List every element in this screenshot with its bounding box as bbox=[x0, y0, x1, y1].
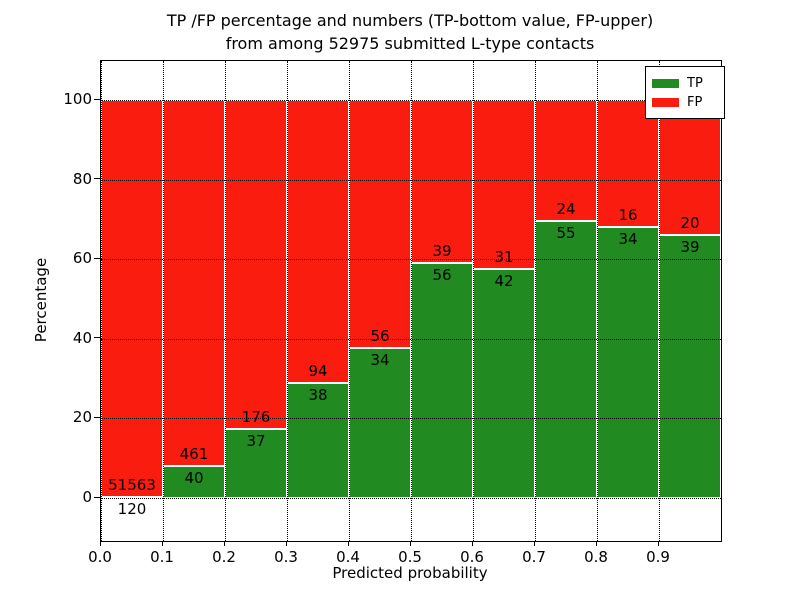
plot-area: 51563 120 461 40 176 37 94 38 56 34 39 56 31 42 24 55 16… bbox=[100, 60, 725, 542]
bar-fp-segment bbox=[659, 100, 721, 235]
bar-tp-segment bbox=[225, 428, 287, 498]
chart-title-line1: TP /FP percentage and numbers (TP-bottom… bbox=[166, 11, 654, 30]
bar-tp-segment bbox=[411, 263, 473, 498]
y-axis-label: Percentage bbox=[32, 257, 50, 343]
bar-fp-segment bbox=[101, 100, 163, 498]
bar-fp-segment bbox=[349, 100, 411, 348]
bars-layer bbox=[101, 61, 721, 541]
bar-tp-segment bbox=[659, 234, 721, 498]
y-tick-label: 80 bbox=[72, 169, 92, 188]
chart-title-line2: from among 52975 submitted L-type contac… bbox=[225, 34, 595, 53]
legend-swatch-fp-icon bbox=[652, 98, 679, 107]
bar-tp-segment bbox=[101, 497, 163, 500]
legend-swatch-tp-icon bbox=[652, 79, 679, 88]
bar-tp-segment bbox=[287, 383, 349, 498]
bar-fp-segment bbox=[597, 100, 659, 228]
legend-label-tp: TP bbox=[687, 76, 703, 91]
legend-entry-fp: FP bbox=[652, 94, 718, 111]
bar-fp-segment bbox=[163, 100, 225, 467]
y-tick-label: 20 bbox=[72, 408, 92, 427]
x-axis-label: Predicted probability bbox=[332, 564, 488, 582]
chart-title: TP /FP percentage and numbers (TP-bottom… bbox=[100, 9, 720, 55]
y-tick-label: 0 bbox=[82, 488, 92, 506]
bar-fp-segment bbox=[473, 100, 535, 269]
bar-fp-segment bbox=[411, 100, 473, 264]
bar-tp-segment bbox=[597, 227, 659, 498]
y-tick-label: 100 bbox=[63, 90, 92, 108]
legend-label-fp: FP bbox=[687, 95, 703, 110]
legend: TP FP bbox=[645, 66, 725, 119]
legend-entry-tp: TP bbox=[652, 75, 718, 92]
bar-tp-segment bbox=[349, 347, 411, 498]
bar-fp-segment bbox=[287, 100, 349, 384]
bar-tp-segment bbox=[163, 466, 225, 498]
bar-fp-segment bbox=[535, 100, 597, 221]
bar-tp-segment bbox=[535, 220, 597, 498]
bar-tp-segment bbox=[473, 269, 535, 498]
bar-fp-segment bbox=[225, 100, 287, 429]
